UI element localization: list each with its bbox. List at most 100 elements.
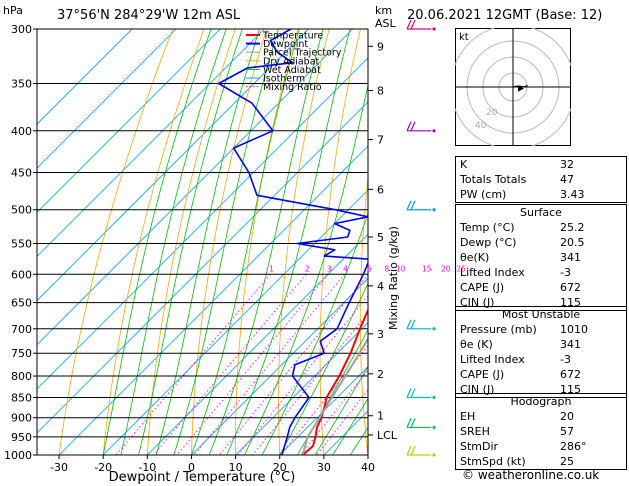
surface-row-cape: CAPE (J) 672 [460,281,581,294]
isotherm-line [235,322,368,455]
pressure-tick-label: 350 [11,78,32,91]
legend-entry: Dewpoint [263,39,308,50]
pressure-tick-label: 600 [11,268,32,281]
x-tick-label: -20 [94,461,112,474]
copyright-text: © weatheronline.co.uk [462,468,600,482]
mixing-ratio-line [237,295,368,455]
surface-row-thetae: θe(K) 341 [460,251,581,264]
pressure-tick-label: 800 [11,370,32,383]
mixing-ratio-line [279,344,368,455]
mixing-ratio-line [300,369,368,455]
dry-adiabat-line [437,29,456,455]
hodo-row-eh: EH 20 [460,410,574,423]
pressure-tick-label: 850 [11,391,32,404]
asl-unit-label: ASL [375,17,396,30]
km-tick-label: 1 [377,410,384,423]
index-table-most-unstable: Most Unstable Pressure (mb) 1010 θe (K) 34… [455,306,627,398]
km-tick-label: 7 [377,134,384,147]
mixing-ratio-label: 15 [422,264,432,273]
wind-barb-point [432,425,436,430]
legend-entry: Dry Adiabat [263,56,320,67]
wind-barb-flag [406,121,412,132]
sounding-datetime: 20.06.2021 12GMT (Base: 12) [407,8,603,23]
pressure-tick-label: 750 [11,347,32,360]
pressure-tick-label: 300 [11,23,32,36]
axes: 3003504004505005506006507007508008509009… [4,23,398,474]
pressure-tick-label: 450 [11,166,32,179]
isotherm-line [279,366,368,455]
wind-barb-flag [406,200,412,210]
wind-barb-point [432,27,436,31]
km-tick-label: 8 [377,85,384,98]
parcel-trajectory-line [301,337,368,455]
wind-barb-flag [410,19,416,30]
index-row-k: K 32 [460,158,574,171]
mixing-ratio-label: 3 [327,264,332,273]
wind-barb-flag [410,418,416,428]
most-unstable-title: Most Unstable [501,308,581,321]
dry-adiabat-line [399,29,423,455]
pressure-tick-label: 650 [11,297,32,310]
pressure-tick-label: 1000 [4,449,32,462]
km-unit-label: km [375,4,393,17]
station-location: 37°56'N 284°29'W 12m ASL [57,8,241,23]
x-tick-label: -30 [50,461,68,474]
wind-barb-flag [406,19,412,30]
isotherm-line [147,233,368,455]
surface-title: Surface [520,206,562,219]
wind-barb-flag [410,319,416,330]
isotherm-line [58,145,368,455]
hodograph-trace [512,84,528,88]
wet-adiabat-line [138,29,243,455]
mixing-ratio-label: 6 [367,264,372,273]
mixing-ratio-label: 1 [269,264,274,273]
surface-row-cin: CIN (J) 115 [460,296,581,309]
legend-entry: Wet Adiabat [263,65,321,76]
mixing-ratio-label: 20 [441,264,451,273]
wind-barb-point [432,129,436,133]
storm-motion-marker [518,85,524,92]
temperature-line [302,307,368,455]
dry-adiabat-line [319,29,361,455]
km-tick-label: 6 [377,183,384,196]
dewpoint-line [217,29,368,455]
mu-row-thetae: θe (K) 341 [460,338,581,351]
wind-barb-flag [410,200,416,210]
mixing-ratio-label: 2 [305,264,310,273]
wind-barb-flag [406,388,412,398]
mixing-ratio-label: 10 [396,264,406,273]
index-row-totals: Totals Totals 47 [460,173,574,186]
wind-barb-flag [410,388,416,398]
wind-barb-flag [410,121,416,132]
pressure-tick-label: 500 [11,204,32,217]
wind-barb-point [432,453,436,457]
wind-barb-flag [406,445,412,456]
hodograph-ring-label-40: 40 [475,121,487,131]
sounding-series [217,29,368,455]
mixing-ratio-label: 4 [343,264,348,273]
legend-entry: Temperature [262,31,323,42]
mixing-ratio-line [115,274,271,455]
x-tick-label: 20 [273,461,287,474]
km-tick-label: 9 [377,40,384,53]
wind-barb-flag [406,319,412,330]
mixing-ratio-label: 8 [384,264,389,273]
wet-adiabat-line [314,365,368,455]
isotherm-line [37,29,309,302]
x-tick-label: 30 [317,461,331,474]
x-tick-label: -10 [138,461,156,474]
mu-row-cape: CAPE (J) 672 [460,368,581,381]
wind-barb-point [432,395,436,400]
hodograph-unit-label: kt [459,32,469,43]
index-table-surface: Surface Temp (°C) 25.2 Dewp (°C) 20.5 θe(K… [455,204,627,311]
pressure-tick-label: 900 [11,412,32,425]
plot-frame [36,28,369,456]
mu-row-cin: CIN (J) 115 [460,383,581,396]
mixing-ratio-line [153,274,307,455]
x-tick-label: 0 [188,461,195,474]
isotherm-line [37,57,368,390]
km-tick-label: LCL [377,429,398,442]
mixing-ratio-line [252,312,368,455]
pressure-tick-label: 400 [11,125,32,138]
